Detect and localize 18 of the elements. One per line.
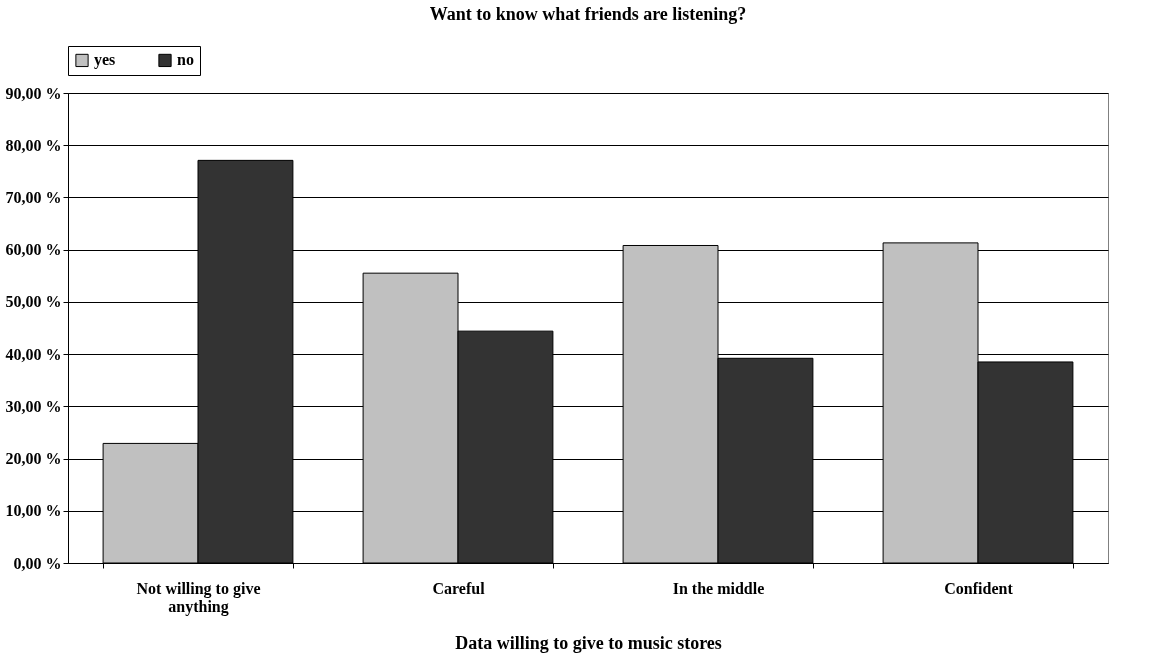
legend-label: yes: [94, 51, 116, 70]
chart-title: Want to know what friends are listening?: [429, 3, 747, 24]
y-tick-label: 20,00 %: [5, 450, 62, 468]
x-tick-label: Confident: [944, 579, 1014, 597]
y-tick-label: 90,00 %: [5, 84, 62, 102]
x-tick-label: Not willing to give anything: [136, 579, 261, 616]
y-tick-label: 60,00 %: [5, 241, 62, 259]
legend-label: no: [177, 51, 194, 69]
y-tick-label: 30,00 %: [5, 397, 62, 415]
y-tick-label: 0,00 %: [13, 554, 62, 572]
y-tick-label: 10,00 %: [5, 502, 62, 520]
x-tick-label: Careful: [432, 579, 486, 597]
x-tick-label: In the middle: [672, 579, 765, 597]
y-tick-label: 80,00 %: [5, 136, 62, 154]
y-tick-label: 70,00 %: [5, 188, 62, 206]
y-tick-label: 40,00 %: [5, 345, 62, 363]
x-axis-title: Data willing to give to music stores: [455, 632, 722, 653]
y-tick-label: 50,00 %: [5, 293, 62, 311]
